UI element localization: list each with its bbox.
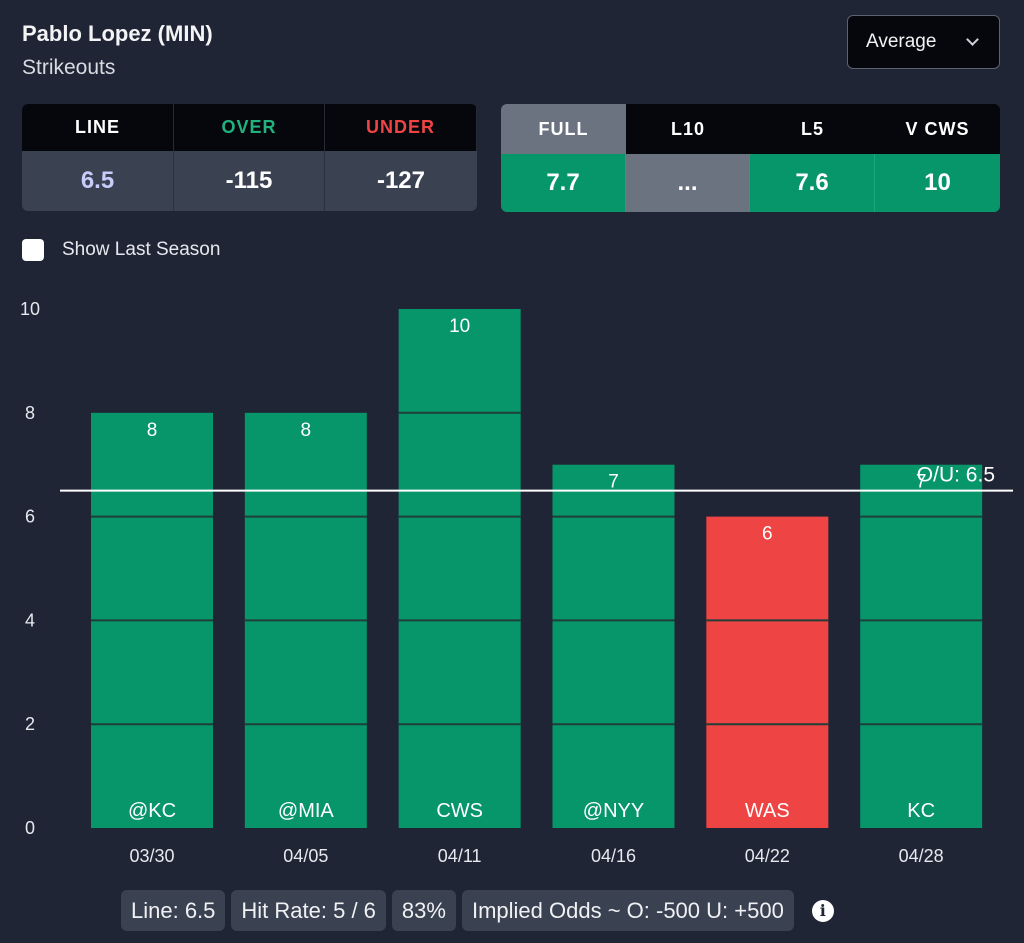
summary-percent: 83% <box>391 890 456 931</box>
bar-value-label: 8 <box>147 420 158 441</box>
bar-opponent-label: WAS <box>745 800 790 822</box>
y-tick-label: 2 <box>25 714 35 734</box>
x-tick-label: 04/22 <box>745 846 790 866</box>
summary-hit-rate: Hit Rate: 5 / 6 <box>231 890 386 931</box>
info-icon[interactable]: i <box>811 899 834 922</box>
bar-04/22 <box>706 516 829 828</box>
bar-value-label: 6 <box>762 524 773 545</box>
under-header: UNDER <box>325 104 477 151</box>
mode-dropdown-value: Average <box>866 31 937 52</box>
show-last-season-toggle[interactable]: Show Last Season <box>22 239 220 261</box>
bar-opponent-label: CWS <box>436 800 483 822</box>
line-header: LINE <box>22 104 174 151</box>
x-tick-label: 04/28 <box>899 846 944 866</box>
strikeouts-bar-chart: 0 2 4 6 8 10 8 @KC 03/30 8 @MIA 04/05 10 CWS 04/11 7 @NY… <box>20 299 1013 866</box>
y-tick-label: 4 <box>25 610 35 630</box>
stat-type: Strikeouts <box>22 56 116 79</box>
x-tick-label: 04/16 <box>591 846 636 866</box>
line-value: 6.5 <box>22 151 174 211</box>
summary-bar: Line: 6.5 Hit Rate: 5 / 6 83% Implied Od… <box>121 890 834 931</box>
mode-dropdown[interactable]: Average <box>847 15 1000 69</box>
bar-value-label: 7 <box>916 472 927 493</box>
l10-average: ... <box>626 154 750 212</box>
bar-opponent-label: KC <box>907 800 935 822</box>
chevron-down-icon <box>966 33 979 46</box>
bar-04/11 <box>398 309 521 828</box>
x-tick-label: 04/11 <box>438 846 482 866</box>
x-tick-label: 03/30 <box>129 846 174 866</box>
tab-l5[interactable]: L5 <box>750 104 875 154</box>
tab-full[interactable]: FULL <box>501 104 626 154</box>
checkbox[interactable] <box>22 239 44 261</box>
full-average: 7.7 <box>501 154 626 212</box>
bar-opponent-label: @MIA <box>278 800 335 822</box>
tab-vs-opponent[interactable]: V CWS <box>875 104 1000 154</box>
l5-average: 7.6 <box>750 154 875 212</box>
y-tick-label: 10 <box>20 299 40 319</box>
x-tick-label: 04/05 <box>283 846 328 866</box>
y-tick-label: 6 <box>25 507 35 527</box>
show-last-season-label: Show Last Season <box>62 239 221 260</box>
odds-table: LINE OVER UNDER 6.5 -115 -127 <box>22 104 477 211</box>
over-under-label: O/U: 6.5 <box>917 464 995 487</box>
tab-l10[interactable]: L10 <box>626 104 750 154</box>
y-tick-label: 0 <box>25 818 35 838</box>
y-tick-label: 8 <box>25 403 35 423</box>
bar-value-label: 10 <box>449 316 470 337</box>
under-odds[interactable]: -127 <box>376 167 426 194</box>
over-header: OVER <box>174 104 325 151</box>
bar-value-label: 7 <box>608 472 619 493</box>
bar-value-label: 8 <box>301 420 312 441</box>
player-name: Pablo Lopez (MIN) <box>22 21 213 46</box>
summary-line: Line: 6.5 <box>121 890 226 931</box>
bar-opponent-label: @KC <box>128 800 176 822</box>
average-table: FULL L10 L5 V CWS 7.7 ... 7.6 10 <box>501 104 1000 212</box>
bar-opponent-label: @NYY <box>583 800 644 822</box>
bar-04/16 <box>552 464 675 828</box>
over-odds[interactable]: -115 <box>174 151 325 211</box>
summary-implied-odds: Implied Odds ~ O: -500 U: +500 <box>461 890 794 931</box>
bar-04/28 <box>860 464 983 828</box>
vs-opponent-average: 10 <box>875 154 1000 212</box>
